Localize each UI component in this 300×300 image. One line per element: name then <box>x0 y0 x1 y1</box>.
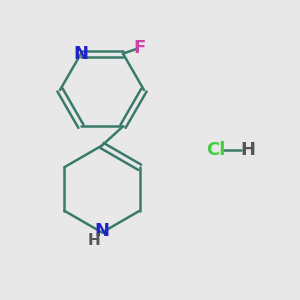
Text: H: H <box>240 141 255 159</box>
Text: Cl: Cl <box>206 141 226 159</box>
Text: H: H <box>87 233 100 248</box>
Text: N: N <box>94 222 110 240</box>
Text: N: N <box>74 45 88 63</box>
Text: F: F <box>134 39 146 57</box>
